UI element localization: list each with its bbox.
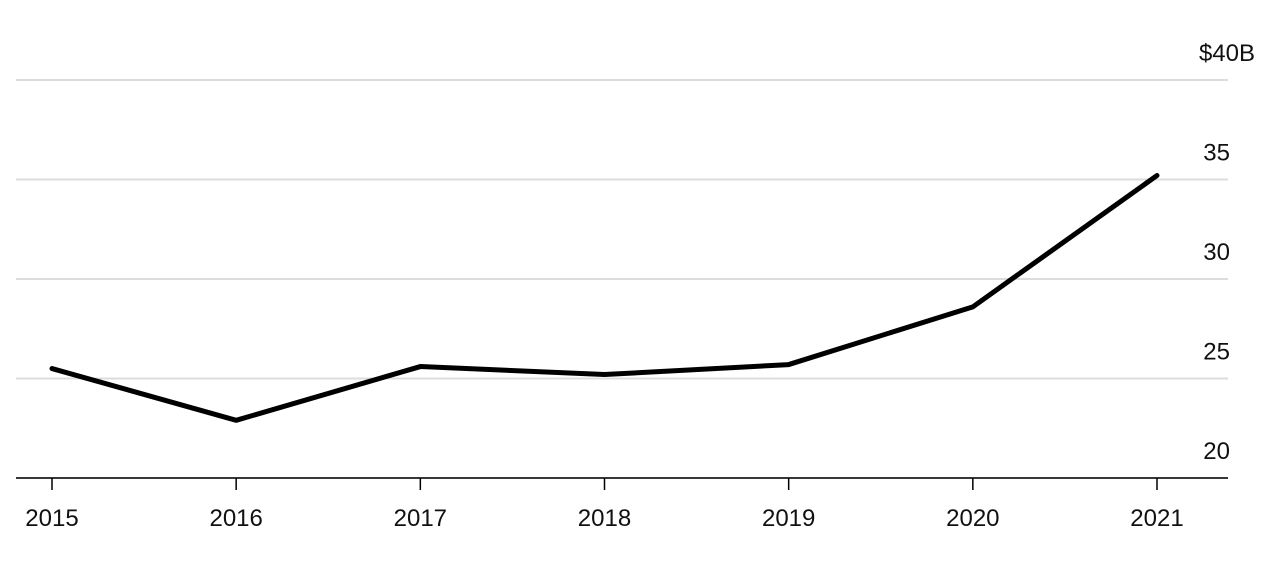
y-tick-label: 20	[1203, 438, 1230, 465]
y-tick-label: 25	[1203, 339, 1230, 366]
data-line	[49, 173, 1160, 423]
x-tick-label: 2016	[209, 505, 262, 532]
x-tick-label: 2015	[25, 505, 78, 532]
x-tick-label: 2020	[946, 505, 999, 532]
y-tick-label: 35	[1203, 140, 1230, 167]
x-tick-label: 2021	[1130, 505, 1183, 532]
y-tick-label: 30	[1203, 239, 1230, 266]
x-tick-label: 2017	[394, 505, 447, 532]
y-tick-label: $40B	[1199, 40, 1255, 67]
x-tick-label: 2019	[762, 505, 815, 532]
x-tick-label: 2018	[578, 505, 631, 532]
